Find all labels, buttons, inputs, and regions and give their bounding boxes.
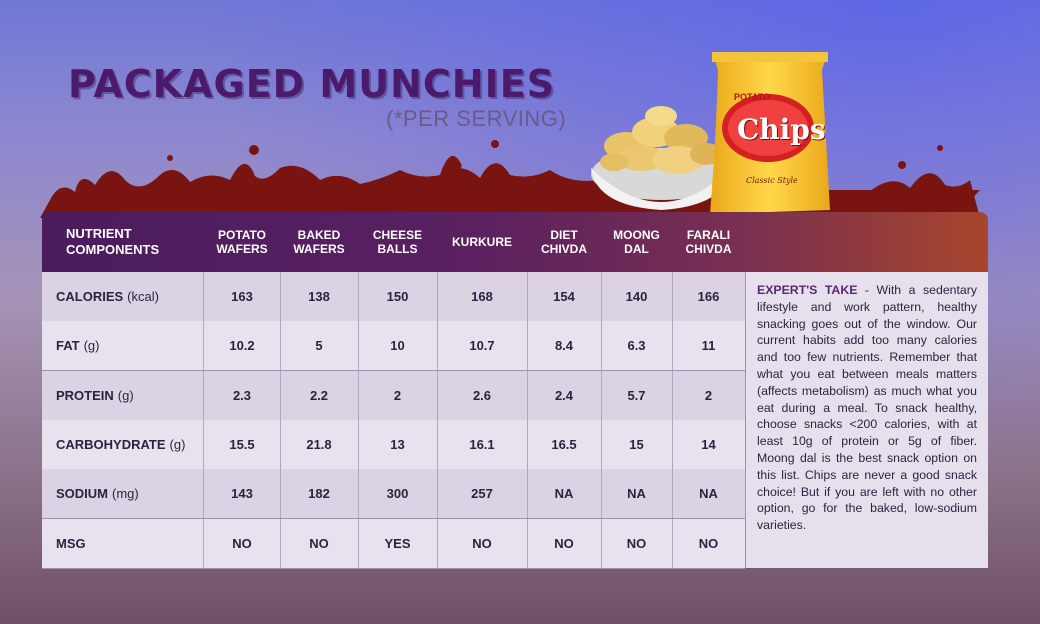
row-label-name: CALORIES — [56, 289, 124, 304]
header-nutrient-components: NUTRIENT COMPONENTS — [66, 226, 160, 257]
row-label-name: MSG — [56, 535, 86, 551]
table-cell: 16.1 — [437, 419, 528, 469]
table-cell: 21.8 — [280, 419, 359, 469]
table-cell: 2 — [704, 387, 713, 403]
table-cell: 300 — [358, 469, 438, 519]
row-label-name: PROTEIN — [56, 387, 114, 403]
table-cell: 166 — [697, 289, 720, 304]
table-cell: 2.2 — [280, 370, 359, 420]
table-cell: 154 — [527, 272, 602, 321]
table-cell: 2.3 — [204, 370, 281, 420]
row-label: CARBOHYDRATE (g) — [42, 419, 204, 469]
header-kurkure: KURKURE — [452, 235, 512, 249]
table-cell: 10.7 — [437, 321, 528, 371]
table-cell: 2.4 — [527, 370, 602, 420]
table-row: CALORIES (kcal) 163 138 150 168 154 140 166 — [42, 272, 745, 322]
table-cell: 163 — [204, 272, 281, 321]
table-cell: 2 — [358, 370, 438, 420]
table-cell: 11 — [701, 338, 716, 354]
row-label-name: CARBOHYDRATE — [56, 436, 166, 452]
chips-bag-image: POTATO Chips Classic Style — [700, 50, 840, 223]
table-cell: 13 — [358, 419, 438, 469]
table-cell: NO — [280, 518, 359, 568]
table-cell: NA — [601, 469, 673, 519]
row-label: MSG — [42, 518, 204, 568]
row-label: CALORIES (kcal) — [42, 272, 204, 321]
header-cheese-balls: CHEESE BALLS — [372, 228, 423, 256]
row-label: PROTEIN (g) — [42, 370, 204, 420]
table-row: CARBOHYDRATE (g) 15.5 21.8 13 16.1 16.5 15 14 — [42, 419, 745, 470]
chips-bowl-image — [591, 106, 731, 210]
table-cell: 5 — [280, 321, 359, 371]
splash-decoration — [40, 140, 980, 218]
table-header-row: NUTRIENT COMPONENTS POTATO WAFERS BAKED WAF… — [42, 212, 988, 272]
table-cell: 15 — [601, 419, 673, 469]
table-cell: NO — [204, 518, 281, 568]
experts-take-panel: EXPERT'S TAKE - With a sedentary lifesty… — [745, 272, 988, 568]
table-cell: NO — [601, 518, 673, 568]
table-cell: 14 — [701, 436, 716, 452]
header-baked-wafers: BAKED WAFERS — [293, 228, 345, 256]
row-label-name: FAT — [56, 338, 80, 354]
bag-name-label: Chips — [737, 113, 826, 146]
row-label: SODIUM (mg) — [42, 469, 204, 519]
page-subtitle: (*PER SERVING) — [386, 106, 567, 131]
row-label-unit: (mg) — [112, 486, 139, 502]
table-cell: 182 — [280, 469, 359, 519]
table-cell: NO — [437, 518, 528, 568]
table-row: FAT (g) 10.2 5 10 10.7 8.4 6.3 11 — [42, 321, 745, 372]
table-cell: 8.4 — [527, 321, 602, 371]
table-row: PROTEIN (g) 2.3 2.2 2 2.6 2.4 5.7 2 — [42, 370, 745, 421]
header-moong-dal: MOONG DAL — [613, 228, 660, 256]
page-title: PACKAGED MUNCHIES — [68, 62, 556, 106]
table-cell: 16.5 — [527, 419, 602, 469]
table-cell: 138 — [280, 272, 359, 321]
row-label-unit: (g) — [169, 436, 186, 452]
experts-take-body: - With a sedentary lifestyle and work pa… — [757, 283, 977, 533]
bag-tagline-label: Classic Style — [746, 176, 798, 185]
table-cell: 150 — [358, 272, 438, 321]
row-label-name: SODIUM — [56, 486, 108, 502]
table-cell: NA — [527, 469, 602, 519]
table-row: SODIUM (mg) 143 182 300 257 NA NA NA — [42, 469, 745, 520]
experts-take-title: EXPERT'S TAKE — [757, 283, 858, 297]
table-cell: NO — [698, 535, 719, 551]
table-cell: 2.6 — [437, 370, 528, 420]
row-label-unit: (g) — [117, 387, 134, 403]
header-farali-chivda: FARALI CHIVDA — [685, 228, 732, 256]
table-row: MSG NO NO YES NO NO NO NO — [42, 518, 745, 569]
table-cell: 10.2 — [204, 321, 281, 371]
table-cell: 168 — [437, 272, 528, 321]
table-cell: 5.7 — [601, 370, 673, 420]
bag-brand-label: POTATO — [734, 92, 770, 102]
header-potato-wafers: POTATO WAFERS — [216, 228, 268, 256]
row-label: FAT (g) — [42, 321, 204, 371]
header-diet-chivda: DIET CHIVDA — [540, 228, 587, 256]
row-label-unit: (kcal) — [127, 289, 159, 304]
table-cell: 143 — [204, 469, 281, 519]
table-cell: YES — [358, 518, 438, 568]
row-label-unit: (g) — [83, 338, 100, 354]
nutrition-table: NUTRIENT COMPONENTS POTATO WAFERS BAKED WAF… — [42, 212, 988, 569]
table-body: CALORIES (kcal) 163 138 150 168 154 140 166 FAT (g… — [42, 272, 988, 569]
table-cell: 15.5 — [204, 419, 281, 469]
table-cell: 10 — [358, 321, 438, 371]
table-cell: 140 — [601, 272, 673, 321]
table-cell: 257 — [437, 469, 528, 519]
table-cell: 6.3 — [601, 321, 673, 371]
table-cell: NA — [699, 486, 718, 502]
table-cell: NO — [527, 518, 602, 568]
